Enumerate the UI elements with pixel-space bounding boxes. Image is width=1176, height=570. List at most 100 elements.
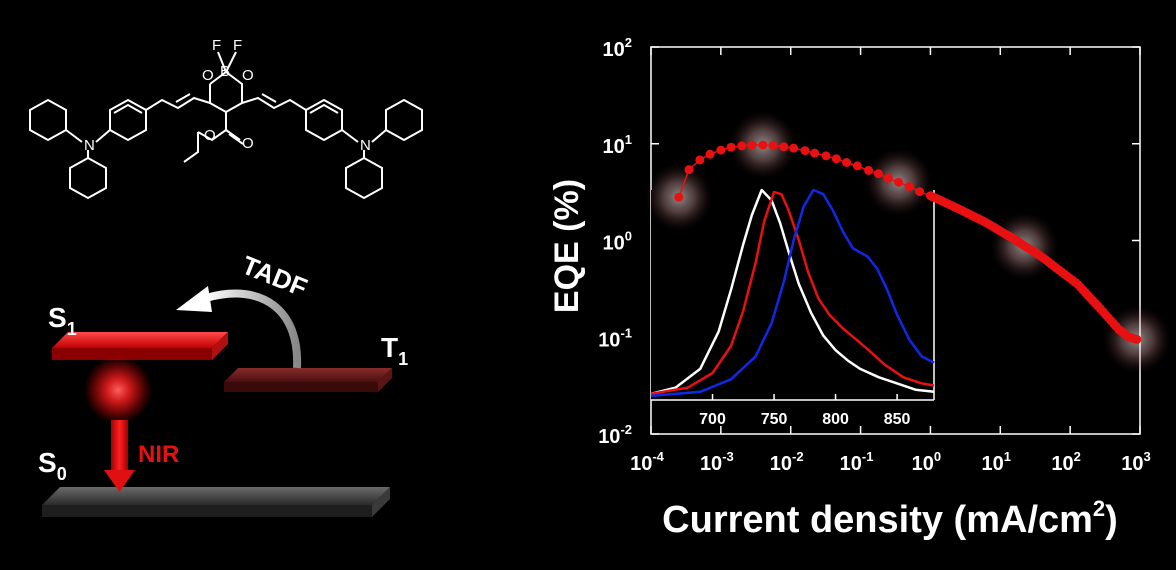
vinyl-double-bond bbox=[175, 93, 191, 103]
inset-ticks: 700 750 800 850 bbox=[699, 394, 911, 428]
phenyl-double-bond bbox=[113, 103, 143, 114]
s1-level-side bbox=[212, 332, 228, 360]
nir-arrow-head bbox=[104, 470, 135, 492]
nir-arrow-shaft bbox=[111, 420, 128, 472]
x-tick-label: 103 bbox=[1121, 449, 1150, 475]
t1-level-edge bbox=[224, 382, 378, 392]
s0-level-side bbox=[372, 487, 390, 517]
eqe-data-point bbox=[779, 142, 789, 152]
y-tick-label: 100 bbox=[603, 229, 632, 255]
eqe-data-point bbox=[821, 151, 831, 161]
atom-label: N bbox=[84, 137, 95, 154]
phenyl-double-bond bbox=[309, 103, 339, 114]
el-spectrum-curve bbox=[650, 188, 935, 396]
y-tick-labels: 10-2 10-1 100 101 102 bbox=[598, 35, 632, 448]
eqe-data-point bbox=[894, 177, 904, 187]
vinyl-linker bbox=[241, 96, 307, 111]
atom-label: F bbox=[233, 37, 242, 54]
eqe-data-point bbox=[904, 182, 914, 192]
el-spectrum-curve bbox=[650, 190, 935, 396]
emission-glow bbox=[84, 356, 152, 424]
el-spectrum-curve bbox=[650, 188, 935, 398]
atom-label: O bbox=[204, 127, 216, 144]
eqe-data-point bbox=[747, 140, 757, 150]
vinyl-double-bond bbox=[261, 93, 277, 103]
s1-label: S1 bbox=[48, 302, 77, 339]
energy-level-diagram: S1 T1 S0 NIR TADF bbox=[38, 250, 408, 517]
eqe-data-point-dense bbox=[1130, 334, 1140, 344]
s1-level bbox=[52, 332, 228, 348]
phenyl-ring bbox=[29, 98, 67, 142]
eqe-data-point bbox=[768, 140, 778, 150]
bond bbox=[95, 129, 111, 143]
vinyl-linker bbox=[145, 96, 211, 111]
eqe-data-point bbox=[716, 145, 726, 155]
x-tick-label: 102 bbox=[1051, 449, 1080, 475]
eqe-data-point bbox=[831, 154, 841, 164]
tadf-arrow-shaft bbox=[204, 289, 302, 369]
inset-x-tick-label: 750 bbox=[761, 411, 788, 428]
eqe-data-point bbox=[883, 173, 893, 183]
bond bbox=[371, 129, 387, 143]
bond bbox=[341, 129, 359, 143]
eqe-data-point bbox=[864, 165, 874, 175]
phenyl-ring bbox=[69, 156, 107, 200]
eqe-data-point bbox=[842, 158, 852, 168]
eqe-data-point-dense bbox=[1101, 310, 1111, 320]
s1-level-edge bbox=[52, 348, 212, 360]
inset-curves bbox=[650, 188, 935, 398]
eqe-data-point bbox=[695, 155, 705, 165]
eqe-data-point bbox=[852, 161, 862, 171]
x-tick-label: 10-4 bbox=[630, 449, 665, 475]
phenyl-ring bbox=[345, 156, 383, 200]
eqe-data-point bbox=[758, 140, 768, 150]
x-tick-label: 100 bbox=[912, 449, 941, 475]
nir-label: NIR bbox=[138, 441, 179, 468]
ester-bond bbox=[197, 129, 227, 142]
x-axis-label: Current density (mA/cm2) bbox=[662, 496, 1118, 541]
atom-label: O bbox=[242, 67, 254, 84]
t1-level-side bbox=[378, 368, 392, 392]
tadf-arrow-head bbox=[176, 286, 212, 312]
atom-label: O bbox=[202, 67, 214, 84]
x-tick-label: 10-1 bbox=[840, 449, 874, 475]
eqe-data-point bbox=[800, 146, 810, 156]
atom-label: B bbox=[220, 63, 230, 80]
x-tick-label: 10-2 bbox=[770, 449, 804, 475]
eqe-chart: 10-4 10-3 10-2 10-1 100 101 102 103 10-2 10-1 100… bbox=[548, 35, 1171, 541]
eqe-data-point bbox=[705, 149, 715, 159]
x-tick-label: 10-3 bbox=[700, 449, 734, 475]
x-tick-label: 101 bbox=[982, 449, 1011, 475]
ethyl-chain bbox=[183, 132, 199, 163]
bond bbox=[225, 51, 237, 73]
eqe-data-point bbox=[737, 141, 747, 151]
t1-level bbox=[224, 368, 392, 382]
eqe-data-point bbox=[789, 143, 799, 153]
y-axis-label: EQE (%) bbox=[548, 179, 586, 313]
molecule-atom-labels: F F B O O O O N N bbox=[84, 37, 371, 154]
s0-level-edge bbox=[42, 505, 372, 517]
inset-x-tick-label: 850 bbox=[884, 411, 911, 428]
eqe-data-point bbox=[674, 192, 684, 202]
y-tick-label: 10-1 bbox=[598, 325, 632, 351]
eqe-data-point bbox=[726, 142, 736, 152]
atom-label: F bbox=[212, 37, 221, 54]
inset-x-tick-label: 800 bbox=[822, 411, 849, 428]
bond bbox=[65, 129, 83, 143]
y-tick-label: 10-2 bbox=[598, 422, 632, 448]
molecule-structure bbox=[29, 51, 423, 200]
carbonyl-double-bond bbox=[228, 133, 244, 145]
y-tick-label: 102 bbox=[603, 35, 632, 61]
s0-level bbox=[42, 487, 390, 505]
eqe-data-point bbox=[915, 187, 925, 197]
eqe-data-point bbox=[810, 148, 820, 158]
eqe-series-points bbox=[674, 140, 1142, 344]
atom-label: O bbox=[242, 135, 254, 152]
eqe-data-point bbox=[873, 169, 883, 179]
eqe-data-point bbox=[684, 165, 694, 175]
y-tick-label: 101 bbox=[603, 132, 632, 158]
inset-x-tick-label: 700 bbox=[699, 411, 726, 428]
atom-label: N bbox=[360, 137, 371, 154]
carbonyl-bond bbox=[225, 129, 241, 141]
